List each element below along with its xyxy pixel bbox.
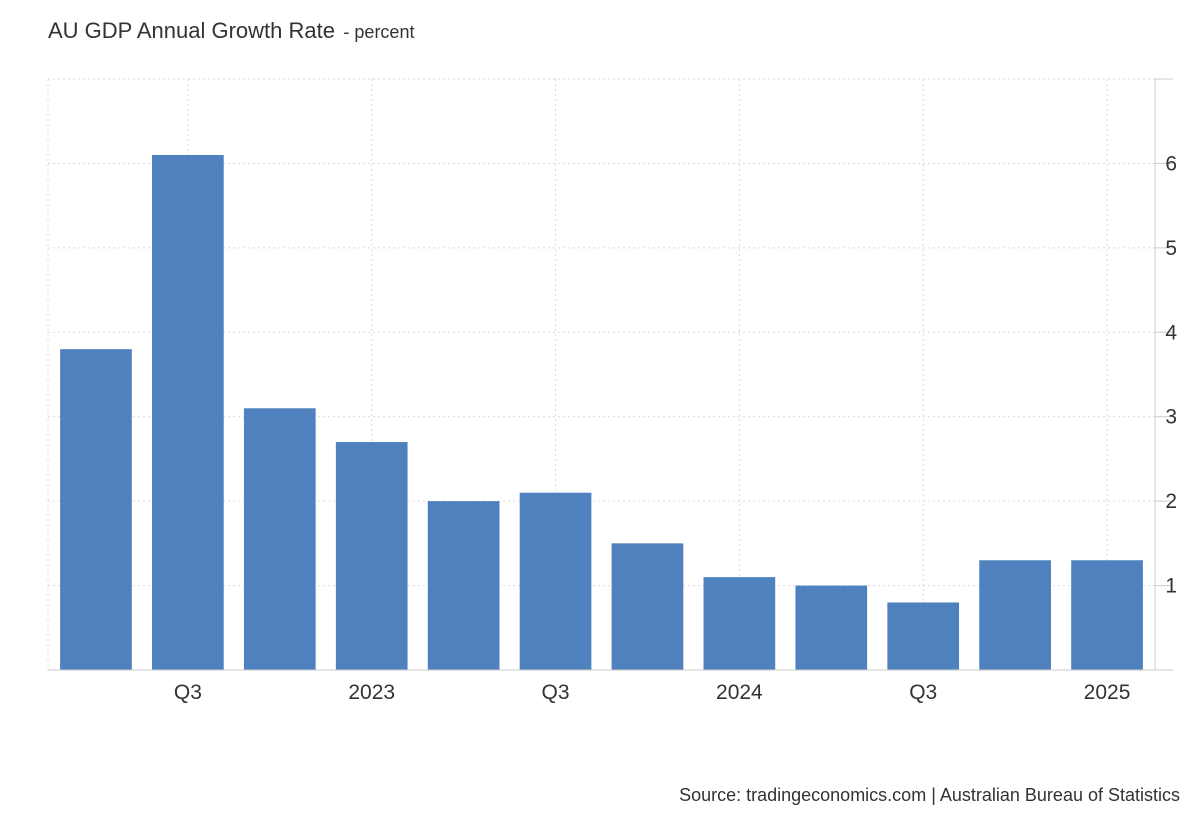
bar — [519, 492, 592, 670]
bar — [887, 602, 960, 670]
x-tick-label: 2025 — [1084, 681, 1131, 704]
bar — [979, 560, 1051, 670]
bar — [795, 585, 868, 670]
x-tick-label: Q3 — [542, 681, 570, 704]
y-tick-label: 6 — [1165, 152, 1177, 175]
x-tick-label: 2024 — [716, 681, 763, 704]
axes — [48, 78, 1173, 671]
bar — [243, 408, 316, 670]
bar — [1071, 560, 1143, 670]
y-tick-label: 1 — [1165, 575, 1177, 598]
x-tick-label: Q3 — [909, 681, 937, 704]
chart-title-row: AU GDP Annual Growth Rate - percent — [48, 18, 414, 44]
x-tick-label: 2023 — [348, 681, 395, 704]
bar — [60, 349, 132, 670]
y-tick-label: 5 — [1165, 237, 1177, 260]
bar — [703, 577, 776, 670]
bars — [60, 154, 1143, 670]
tick-labels: 1 2 3 4 5 6 Q3 2023 Q3 2024 Q3 2025 — [174, 152, 1177, 704]
source-note: Source: tradingeconomics.com | Australia… — [679, 785, 1180, 805]
y-tick-label: 3 — [1165, 406, 1177, 429]
y-tick-label: 4 — [1165, 321, 1177, 344]
bar — [335, 442, 408, 670]
bar — [611, 543, 684, 670]
x-tick-label: Q3 — [174, 681, 202, 704]
y-tick-label: 2 — [1165, 490, 1177, 513]
bar — [152, 154, 224, 670]
chart-subtitle: - percent — [343, 22, 415, 42]
chart-title: AU GDP Annual Growth Rate — [48, 18, 335, 43]
bar — [427, 501, 500, 670]
